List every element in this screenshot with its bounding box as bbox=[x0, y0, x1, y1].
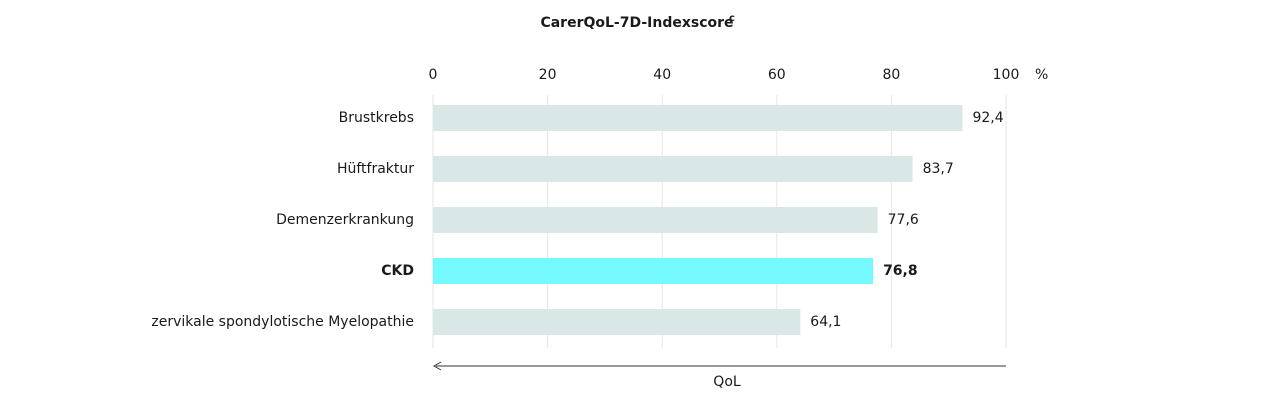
bar bbox=[433, 105, 963, 131]
x-tick-label: 0 bbox=[429, 67, 438, 83]
value-label: 76,8 bbox=[883, 263, 918, 279]
x-tick-label: 20 bbox=[539, 67, 557, 83]
value-label: 77,6 bbox=[888, 212, 919, 228]
x-tick-label: 80 bbox=[882, 67, 900, 83]
bar bbox=[433, 156, 913, 182]
bar bbox=[433, 258, 874, 284]
category-label: CKD bbox=[381, 263, 414, 279]
x-tick-label: 60 bbox=[768, 67, 786, 83]
axis-arrow-label: QoL bbox=[713, 374, 741, 390]
bar bbox=[433, 309, 801, 335]
bar bbox=[433, 207, 878, 233]
value-label: 64,1 bbox=[810, 314, 841, 330]
title-superscript: c bbox=[729, 13, 735, 24]
category-label: Hüftfraktur bbox=[337, 161, 414, 177]
unit-label: % bbox=[1035, 67, 1048, 83]
x-tick-label: 100 bbox=[993, 67, 1020, 83]
axis-arrow-head bbox=[432, 361, 442, 371]
category-label: zervikale spondylotische Myelopathie bbox=[151, 314, 414, 330]
chart-title: CarerQoL-7D-Indexscore bbox=[540, 15, 733, 31]
category-label: Demenzerkrankung bbox=[276, 212, 414, 228]
value-label: 83,7 bbox=[923, 161, 954, 177]
category-label: Brustkrebs bbox=[339, 110, 414, 126]
value-label: 92,4 bbox=[972, 110, 1003, 126]
x-tick-label: 40 bbox=[653, 67, 671, 83]
